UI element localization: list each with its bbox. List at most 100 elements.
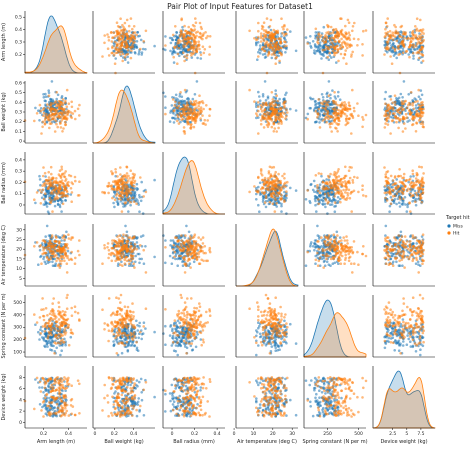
point-miss [318,194,322,197]
point-hit [112,36,115,39]
point-hit [270,53,274,56]
point-hit [191,111,195,115]
point-hit [53,189,56,192]
point-hit [101,55,104,58]
point-hit [125,184,128,188]
point-miss [112,201,115,205]
point-hit [320,172,323,176]
point-hit [253,185,256,188]
point-hit [420,200,424,204]
point-hit [53,247,56,251]
point-hit [275,202,279,205]
point-hit [348,165,352,169]
point-hit [281,32,284,35]
point-hit [177,122,181,125]
point-hit [343,180,347,183]
point-hit [416,42,419,45]
point-hit [277,172,280,176]
point-hit [284,100,287,103]
point-hit [65,117,69,120]
point-hit [285,194,288,197]
point-hit [409,37,412,41]
point-hit [133,40,136,44]
point-hit [348,196,352,200]
point-miss [282,98,285,101]
point-hit [274,118,278,122]
point-miss [313,197,317,201]
point-hit [69,115,73,118]
point-hit [116,182,119,185]
point-miss [312,179,316,183]
point-miss [280,204,283,208]
point-hit [196,112,200,116]
point-hit [59,115,62,119]
panel-radius-vs-temp [235,152,298,215]
point-hit [63,120,67,124]
point-miss [389,196,393,199]
point-hit [393,194,397,198]
point-hit [327,47,331,51]
point-miss [419,97,422,101]
point-miss [308,41,312,45]
point-hit [196,43,200,47]
point-hit [262,112,266,116]
point-hit [411,115,415,118]
point-miss [124,224,127,228]
point-hit [415,110,419,113]
point-miss [135,188,139,192]
point-hit [267,52,271,56]
point-hit [316,38,320,42]
point-hit [262,183,266,187]
point-miss [270,56,274,60]
point-hit [120,177,124,181]
point-hit [351,25,355,28]
point-miss [326,49,330,53]
point-hit [317,202,321,206]
point-hit [346,121,350,124]
point-hit [385,118,388,122]
point-hit [189,47,192,50]
point-hit [139,47,142,51]
point-hit [391,119,395,122]
point-hit [115,44,119,47]
point-hit [317,107,321,111]
point-hit [347,117,351,121]
point-hit [119,166,122,169]
point-hit [347,169,351,172]
point-miss [318,104,322,108]
point-miss [318,121,321,124]
point-miss [164,95,167,98]
point-hit [107,35,110,39]
point-hit [412,107,416,111]
point-miss [407,93,411,96]
point-miss [257,90,260,94]
point-hit [276,194,280,198]
point-hit [54,100,58,103]
point-hit [267,122,271,125]
point-miss [47,91,51,95]
point-hit [397,108,401,111]
y-tick-label: 5 [19,276,22,282]
point-hit [389,36,393,40]
point-hit [405,116,409,119]
point-hit [274,48,278,51]
point-hit [362,194,365,197]
point-miss [171,52,174,56]
point-hit [262,126,266,129]
point-miss [414,203,418,207]
point-hit [67,233,70,236]
point-miss [414,106,418,110]
point-miss [336,196,340,199]
point-hit [383,53,386,56]
point-hit [270,91,274,94]
point-miss [176,36,180,39]
point-hit [175,106,178,109]
point-hit [346,42,349,46]
point-hit [419,122,423,125]
point-hit [61,98,65,101]
point-miss [141,212,145,215]
point-miss [174,93,178,97]
point-hit [195,106,198,110]
point-hit [164,44,167,47]
